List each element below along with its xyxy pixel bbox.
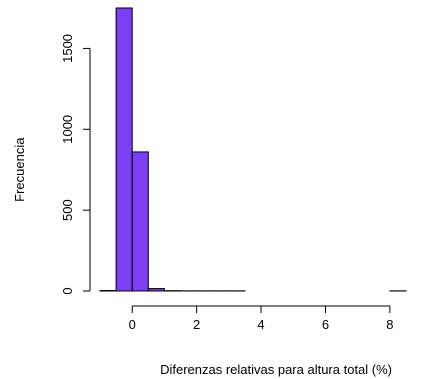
x-axis-title: Diferenzas relativas para altura total (… bbox=[160, 362, 392, 377]
x-tick-label: 2 bbox=[193, 317, 200, 332]
y-tick-label: 500 bbox=[60, 199, 75, 221]
y-tick-label: 1500 bbox=[60, 34, 75, 63]
x-tick-label: 0 bbox=[129, 317, 136, 332]
histogram-bar bbox=[115, 7, 133, 292]
y-tick-label: 0 bbox=[60, 287, 75, 294]
histogram-bar bbox=[131, 151, 149, 292]
x-axis: 0 2 4 6 8 bbox=[129, 305, 394, 332]
histogram-bar bbox=[147, 288, 165, 292]
x-tick-label: 6 bbox=[322, 317, 329, 332]
x-tick-label: 4 bbox=[257, 317, 264, 332]
y-tick-label: 1000 bbox=[60, 115, 75, 144]
histogram-bars bbox=[99, 7, 407, 292]
x-tick-label: 8 bbox=[386, 317, 393, 332]
y-axis-title: Frecuencia bbox=[12, 137, 27, 202]
y-axis: 0 500 1000 1500 bbox=[60, 34, 91, 295]
